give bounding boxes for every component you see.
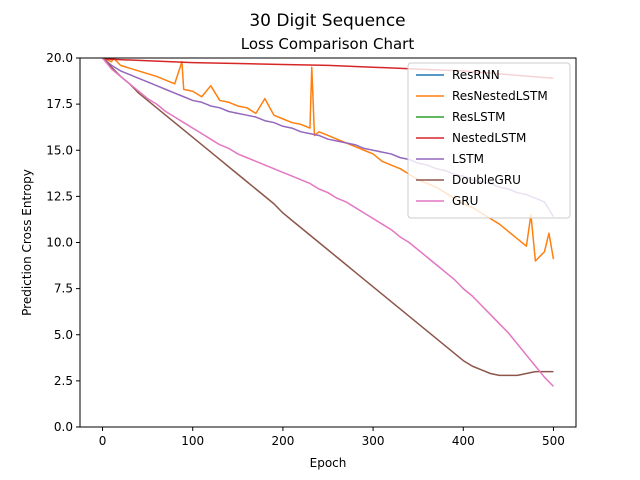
x-tick-label: 100	[181, 434, 204, 448]
y-tick-label: 5.0	[54, 328, 73, 342]
x-tick-label: 400	[452, 434, 475, 448]
y-tick-label: 0.0	[54, 420, 73, 434]
legend-label: NestedLSTM	[452, 131, 526, 145]
series-line-gru	[101, 58, 554, 387]
chart-title: 30 Digit Sequence	[249, 11, 405, 31]
y-tick-label: 15.0	[46, 143, 73, 157]
y-axis-ticks: 0.0 2.5 5.0 7.5 10.0 12.5 15.0 17.5 20.0	[46, 51, 80, 434]
series-line-doublegru	[102, 58, 554, 377]
chart-subtitle: Loss Comparison Chart	[241, 35, 415, 53]
x-tick-label: 0	[99, 434, 107, 448]
y-tick-label: 7.5	[54, 282, 73, 296]
x-tick-label: 300	[362, 434, 385, 448]
plot-frame	[79, 57, 577, 428]
x-tick-label: 500	[542, 434, 565, 448]
legend-label: LSTM	[452, 152, 484, 166]
series-line-resnestedlstm	[102, 58, 555, 262]
legend-label: ResRNN	[452, 68, 500, 82]
legend-label: DoubleGRU	[452, 173, 521, 187]
y-tick-label: 12.5	[46, 189, 73, 203]
y-tick-label: 17.5	[46, 97, 73, 111]
y-axis-label: Prediction Cross Entropy	[20, 169, 34, 316]
y-tick-label: 2.5	[54, 374, 73, 388]
legend-label: GRU	[452, 194, 478, 208]
legend-box	[407, 62, 571, 219]
x-axis-label: Epoch	[310, 456, 347, 470]
y-tick-label: 10.0	[46, 236, 73, 250]
x-tick-label: 200	[271, 434, 294, 448]
legend: ResRNN ResNestedLSTM ResLSTM NestedLSTM LSTM…	[407, 62, 571, 219]
y-tick-label: 20.0	[46, 51, 73, 65]
legend-label: ResNestedLSTM	[452, 89, 548, 103]
x-axis-ticks: 0 100 200 300 400 500	[99, 427, 565, 448]
legend-label: ResLSTM	[452, 110, 505, 124]
